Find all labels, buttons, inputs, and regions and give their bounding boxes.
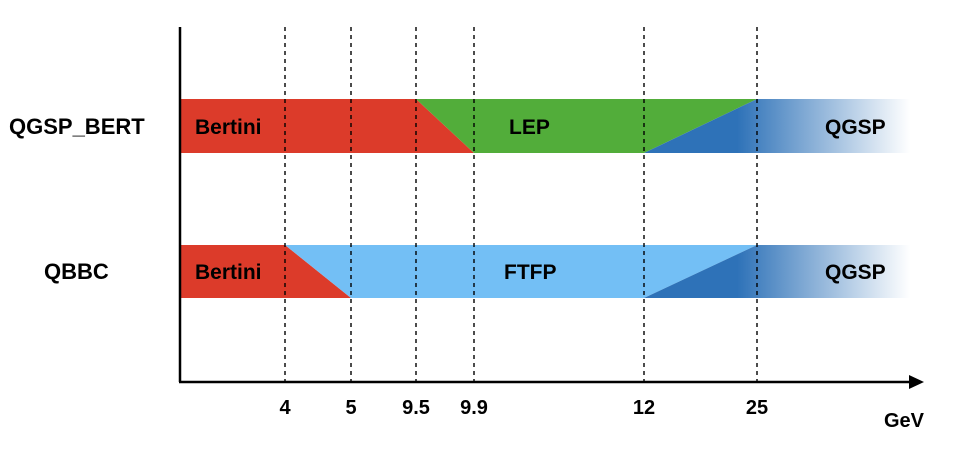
band-qgsp-bert-lep xyxy=(416,99,757,153)
x-axis-arrowhead xyxy=(909,375,924,389)
band-qbbc-ftfp xyxy=(285,245,757,298)
band-qbbc-bertini xyxy=(181,245,351,298)
tick-label: 12 xyxy=(633,397,655,419)
threshold-lines xyxy=(284,27,758,382)
band-label-qgsp: QGSP xyxy=(825,261,886,284)
row-label-qbbc: QBBC xyxy=(44,259,109,284)
band-qbbc-qgsp xyxy=(644,245,910,298)
tick-label: 25 xyxy=(746,397,768,419)
tick-label: 5 xyxy=(345,397,356,419)
band-label-bertini: Bertini xyxy=(195,116,262,139)
band-label-bertini: Bertini xyxy=(195,261,262,284)
band-qgsp-bert-qgsp xyxy=(644,99,910,153)
tick-labels: 4 5 9.5 9.9 12 25 xyxy=(279,397,768,419)
band-label-ftfp: FTFP xyxy=(504,261,557,284)
row-qgsp-bert xyxy=(181,99,910,153)
row-label-qgsp-bert: QGSP_BERT xyxy=(9,114,145,139)
x-axis-unit-label: GeV xyxy=(884,410,925,432)
tick-label: 9.9 xyxy=(460,397,488,419)
band-label-lep: LEP xyxy=(509,116,550,139)
tick-label: 9.5 xyxy=(402,397,430,419)
tick-label: 4 xyxy=(279,397,291,419)
row-qbbc xyxy=(181,245,910,298)
band-qgsp-bert-bertini xyxy=(181,99,474,153)
band-label-qgsp: QGSP xyxy=(825,116,886,139)
